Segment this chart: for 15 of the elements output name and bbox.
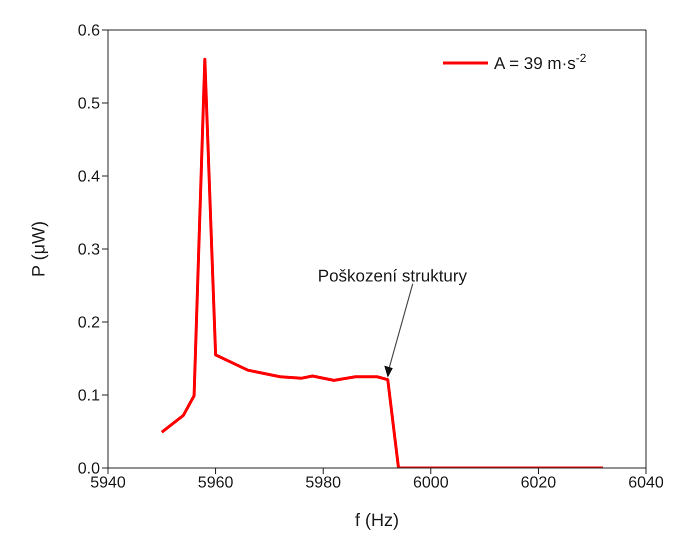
y-tick-label: 0.1 [78,388,100,405]
x-axis-title: f (Hz) [355,510,399,530]
y-tick-label: 0.2 [78,314,100,332]
x-tick-label: 5980 [305,474,342,492]
annotation: Poškození struktury [318,266,468,286]
x-tick-label: 6000 [413,474,449,492]
y-tick-label: 0.3 [78,242,100,259]
y-tick-label: 0.5 [78,96,100,113]
x-tick-label: 6040 [628,474,664,492]
legend-label: A = 39 m·s$^{-2}$ [494,51,587,73]
y-tick-label: 0.4 [78,168,100,186]
x-tick-label: 6020 [520,474,556,492]
y-axis-title: P (μW) [28,220,48,278]
x-tick-label: 5960 [198,474,234,492]
y-tick-label: 0.6 [78,22,100,40]
